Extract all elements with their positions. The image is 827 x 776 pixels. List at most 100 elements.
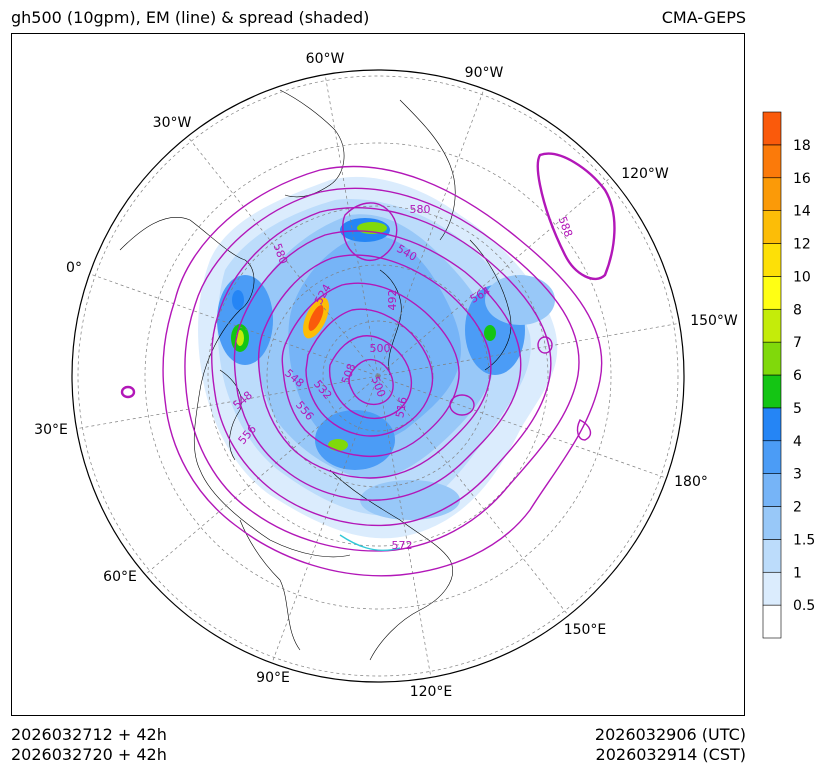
spread-blob <box>308 305 324 331</box>
map-frame <box>11 33 745 716</box>
coastline <box>329 469 453 661</box>
meridian <box>377 375 667 479</box>
meridian <box>145 375 379 575</box>
lon-label: 180° <box>674 474 708 490</box>
colorbar-box <box>762 440 782 474</box>
colorbar-tick-label: 0.5 <box>793 598 815 614</box>
longitude-labels: 60°W 90°W 30°W 120°W 0° 150°W 30°E 180° … <box>34 51 738 700</box>
contour-line <box>328 335 413 420</box>
lon-label: 90°W <box>465 65 504 81</box>
valid-time-cst: 2026032914 (CST) <box>595 745 746 764</box>
colorbar-tick-label: 5 <box>793 401 802 417</box>
coastline <box>119 217 351 558</box>
colorbar-tick-label: 2 <box>793 500 802 516</box>
meridian <box>271 375 379 664</box>
colorbar-box <box>762 604 782 639</box>
contour-line <box>305 308 434 437</box>
colorbar-tick-label: 7 <box>793 335 802 351</box>
spread-blob <box>360 480 460 520</box>
coastline <box>379 269 402 376</box>
init-time-utc: 2026032712 + 42h <box>11 725 167 744</box>
contour-line <box>184 187 580 552</box>
lon-label: 0° <box>66 260 82 276</box>
spread-blob <box>217 275 273 365</box>
lon-label: 120°W <box>621 166 669 182</box>
spread-blob <box>484 325 496 341</box>
colorbar-box <box>762 539 782 573</box>
contour-line <box>348 358 394 406</box>
meridian <box>377 88 485 377</box>
meridian <box>377 375 569 616</box>
spread-blob <box>232 290 244 310</box>
colorbar-box <box>762 571 782 606</box>
contour-line <box>576 419 592 441</box>
spread-region-core <box>288 234 461 448</box>
colorbar-box <box>762 308 782 343</box>
colorbar-tick-label: 12 <box>793 237 811 253</box>
coastline <box>239 519 301 651</box>
contour-label: 492 <box>386 290 399 311</box>
colorbar-tick-label: 4 <box>793 434 802 450</box>
contour-label: 516 <box>393 396 409 419</box>
latitude-circle <box>144 142 612 610</box>
contour-line <box>120 385 136 399</box>
lon-label: 60°W <box>306 51 345 67</box>
colorbar-tick-label: 16 <box>793 171 811 187</box>
coastline <box>399 99 456 241</box>
lon-label: 150°W <box>690 313 738 329</box>
init-time-block: 2026032712 + 42h 2026032720 + 42h <box>11 725 167 765</box>
model-name: CMA-GEPS <box>661 8 746 27</box>
colorbar-tick-label: 18 <box>793 138 811 154</box>
meridian <box>89 273 379 377</box>
contour-label: 572 <box>392 539 413 552</box>
colorbar-labels: 0.5 1 1.5 2 3 4 5 6 7 8 10 12 14 16 18 <box>793 138 815 614</box>
contour-line <box>536 152 616 281</box>
lon-label: 120°E <box>410 684 453 700</box>
colorbar-box <box>762 341 782 376</box>
colorbar-box <box>762 144 782 179</box>
colorbar-tick-label: 1 <box>793 565 802 581</box>
contour-line <box>233 230 522 501</box>
lon-label: 60°E <box>103 569 137 585</box>
contour-line <box>162 165 603 577</box>
contour-label: 580 <box>410 203 431 216</box>
colorbar-box <box>762 407 782 442</box>
colorbar-box <box>762 177 782 211</box>
colorbar-tick-label: 6 <box>793 368 802 384</box>
colorbar-tick-label: 3 <box>793 467 802 483</box>
colorbar-box <box>762 210 782 244</box>
contour-line <box>257 254 492 479</box>
colorbar-boxes <box>762 111 782 639</box>
map-boundary <box>71 69 685 683</box>
lon-label: 150°E <box>564 622 607 638</box>
colorbar-box <box>762 111 782 146</box>
lon-label: 30°W <box>153 115 192 131</box>
contour-line <box>339 534 401 552</box>
lon-label: 90°E <box>256 670 290 686</box>
contour-label: 500 <box>370 342 391 355</box>
colorbar-box <box>762 473 782 507</box>
lon-label: 30°E <box>34 422 68 438</box>
meridian <box>377 177 611 377</box>
colorbar-box <box>762 374 782 409</box>
map-title: gh500 (10gpm), EM (line) & spread (shade… <box>11 8 370 27</box>
latitude-circle <box>207 205 549 547</box>
colorbar-tick-label: 1.5 <box>793 532 815 548</box>
init-time-cst: 2026032720 + 42h <box>11 745 167 764</box>
meridian <box>187 136 379 377</box>
colorbar-box <box>762 506 782 540</box>
contour-line <box>449 394 475 416</box>
colorbar-tick-label: 14 <box>793 204 811 220</box>
em-contours <box>120 152 616 577</box>
coastline <box>219 369 242 461</box>
spread-blob <box>328 439 348 451</box>
contour-line <box>342 202 398 261</box>
valid-time-block: 2026032906 (UTC) 2026032914 (CST) <box>595 725 746 765</box>
colorbar-tick-label: 8 <box>793 302 802 318</box>
graticule <box>74 73 682 679</box>
spread-shading <box>198 176 558 539</box>
valid-time-utc: 2026032906 (UTC) <box>594 725 746 744</box>
colorbar-tick-label: 10 <box>793 269 811 285</box>
